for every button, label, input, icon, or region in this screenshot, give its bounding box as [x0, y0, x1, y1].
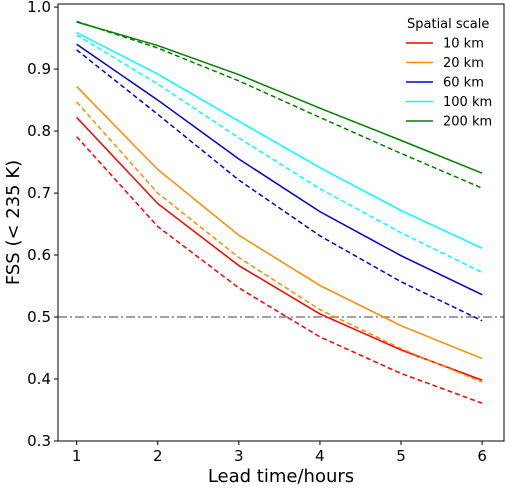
series-line-6-solid	[76, 31, 483, 249]
series-line-2-solid	[76, 85, 483, 360]
legend-label: 10 km	[443, 37, 484, 52]
y-tick-label: 0.7	[27, 184, 51, 202]
series-line-9-dashed	[76, 20, 483, 189]
plot-area	[58, 20, 504, 404]
legend-label: 20 km	[443, 56, 484, 71]
x-tick-label: 3	[234, 447, 244, 465]
x-tick-label: 4	[315, 447, 325, 465]
y-tick-label: 0.9	[27, 60, 51, 78]
series-line-3-dashed	[76, 101, 483, 383]
series-line-1-dashed	[76, 136, 483, 404]
series-line-0-solid	[76, 116, 483, 381]
series-line-7-dashed	[76, 34, 483, 274]
x-tick-label: 6	[477, 447, 487, 465]
x-tick-label: 1	[72, 447, 82, 465]
y-tick-label: 0.3	[27, 432, 51, 450]
y-tick-label: 0.4	[27, 370, 51, 388]
legend-label: 200 km	[443, 115, 492, 130]
legend-label: 60 km	[443, 76, 484, 91]
series-line-8-solid	[76, 21, 483, 174]
series-line-5-dashed	[76, 49, 483, 322]
x-tick-label: 2	[153, 447, 163, 465]
x-tick-label: 5	[396, 447, 406, 465]
legend-label: 100 km	[443, 95, 492, 110]
y-tick-label: 0.5	[27, 308, 51, 326]
series-line-4-solid	[76, 43, 483, 296]
axes-frame	[57, 3, 505, 442]
y-axis-label: FSS (< 235 K)	[3, 160, 24, 285]
axes: 1 2 3 4 5 6 0.3 0.4 0.5 0.6 0.7 0.8 0.9 1.0	[27, 0, 505, 465]
x-axis-label: Lead time/hours	[208, 466, 354, 487]
legend-title: Spatial scale	[407, 17, 489, 32]
y-tick-label: 0.8	[27, 122, 51, 140]
y-tick-label: 1.0	[27, 0, 51, 16]
legend: Spatial scale 10 km 20 km 60 km 100 km 200 k…	[406, 17, 492, 130]
y-tick-label: 0.6	[27, 246, 51, 264]
